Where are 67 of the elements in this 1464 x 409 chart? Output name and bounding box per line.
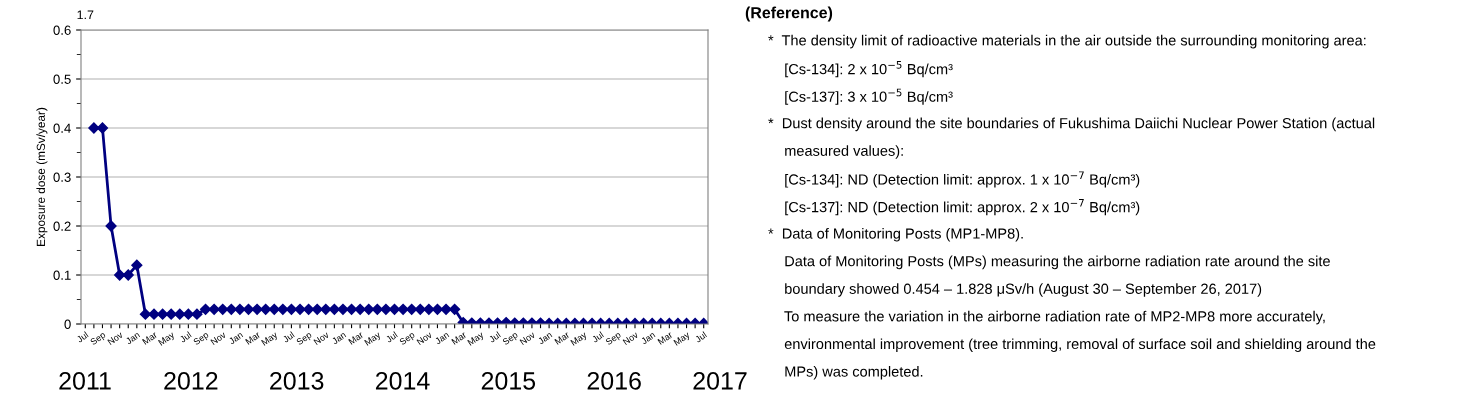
text: [Cs-137]: 3 x 10$^{−5}$ Bq/cm³ <box>785 88 953 105</box>
text: (Reference) <box>745 6 833 22</box>
x-tick-label: May <box>570 331 589 348</box>
x-tick-label: Mar <box>348 331 364 345</box>
x-tick-label: Nov <box>519 331 536 346</box>
x-tick-label: Sep <box>295 331 314 347</box>
x-tick-label: Jul <box>591 331 604 343</box>
x-tick-label: Mar <box>142 331 158 345</box>
x-tick-label: Nov <box>416 331 433 346</box>
text: Data of Monitoring Posts (MPs) measuring the airborne radiation rate around the site <box>785 255 1330 270</box>
x-tick-label: Sep <box>502 331 520 347</box>
x-tick-label: Jan <box>125 331 141 345</box>
text: * Data of Monitoring Posts (MP1-MP8). <box>768 228 1023 242</box>
text: 2016 <box>587 372 641 390</box>
x-tick-label: Nov <box>313 331 330 346</box>
x-tick-label: Jul <box>488 331 501 343</box>
text: 2015 <box>481 372 536 390</box>
x-tick-label: May <box>673 331 692 348</box>
y-tick-label: 0.1 <box>53 270 71 280</box>
x-tick-label: Jan <box>640 331 656 345</box>
text: [Cs-134]: ND (Detection limit: approx. 1 x 10$^{−7}$ Bq/cm³) <box>785 171 1140 188</box>
text: [Cs-134]: 2 x 10$^{−5}$ Bq/cm³ <box>785 61 953 78</box>
x-tick-label: Sep <box>192 331 211 347</box>
text: MPs) was completed. <box>785 366 923 380</box>
x-tick-label: Jul <box>179 331 192 343</box>
text: [Cs-137]: ND (Detection limit: approx. 2 x 10$^{−7}$ Bq/cm³) <box>785 199 1140 216</box>
y-tick-label: 0.4 <box>53 123 71 133</box>
text: To measure the variation in the airborne radiation rate of MP2-MP8 more accurately, <box>784 310 1325 325</box>
x-tick-label: Sep <box>398 331 417 347</box>
text: * The density limit of radioactive materials in the air outside the surrounding monitoring area: <box>768 34 1366 49</box>
y-axis-title: Exposure dose (mSv/year) <box>36 107 48 246</box>
y-tick-label: 0 <box>64 319 71 329</box>
x-tick-label: May <box>158 331 176 348</box>
x-tick-label: Jan <box>434 331 450 345</box>
text: environmental improvement (tree trimming, removal of surface soil and shielding around the <box>784 338 1376 352</box>
text: 2017 <box>693 372 747 390</box>
x-tick-label: Jan <box>537 331 553 345</box>
text: 1.7 <box>77 10 94 20</box>
text: boundary showed 0.454 – 1.828 μSv/h (August 30 – September 26, 2017) <box>785 283 1262 297</box>
x-tick-label: Mar <box>245 331 261 345</box>
text: 2014 <box>375 372 430 390</box>
x-tick-label: Jul <box>385 331 398 343</box>
x-tick-label: Mar <box>554 331 570 345</box>
x-tick-label: Mar <box>657 331 674 345</box>
x-tick-label: Mar <box>451 331 467 345</box>
text: * Dust density around the site boundaries of Fukushima Daiichi Nuclear Power Station (actual <box>768 117 1375 132</box>
y-tick-label: 0.6 <box>53 25 71 35</box>
x-tick-label: Jan <box>228 331 244 345</box>
y-tick-label: 0.5 <box>53 74 71 84</box>
x-tick-label: Sep <box>605 331 623 347</box>
text: 2013 <box>270 372 324 390</box>
text: measured values): <box>785 145 903 159</box>
text: 2012 <box>164 372 218 390</box>
x-tick-label: May <box>467 331 486 348</box>
x-tick-label: Jul <box>282 331 295 343</box>
x-tick-label: Jul <box>75 331 89 343</box>
x-tick-label: Jan <box>331 331 347 345</box>
x-tick-label: May <box>364 331 383 348</box>
x-tick-label: Nov <box>622 331 639 346</box>
text: 2011 <box>59 372 111 390</box>
x-tick-label: Nov <box>210 331 227 346</box>
y-tick-label: 0.3 <box>53 172 71 182</box>
y-tick-label: 0.2 <box>53 221 71 231</box>
x-tick-label: Sep <box>89 331 107 347</box>
x-tick-label: Nov <box>107 331 124 346</box>
x-tick-label: May <box>261 331 280 348</box>
x-tick-label: Jul <box>694 331 708 343</box>
